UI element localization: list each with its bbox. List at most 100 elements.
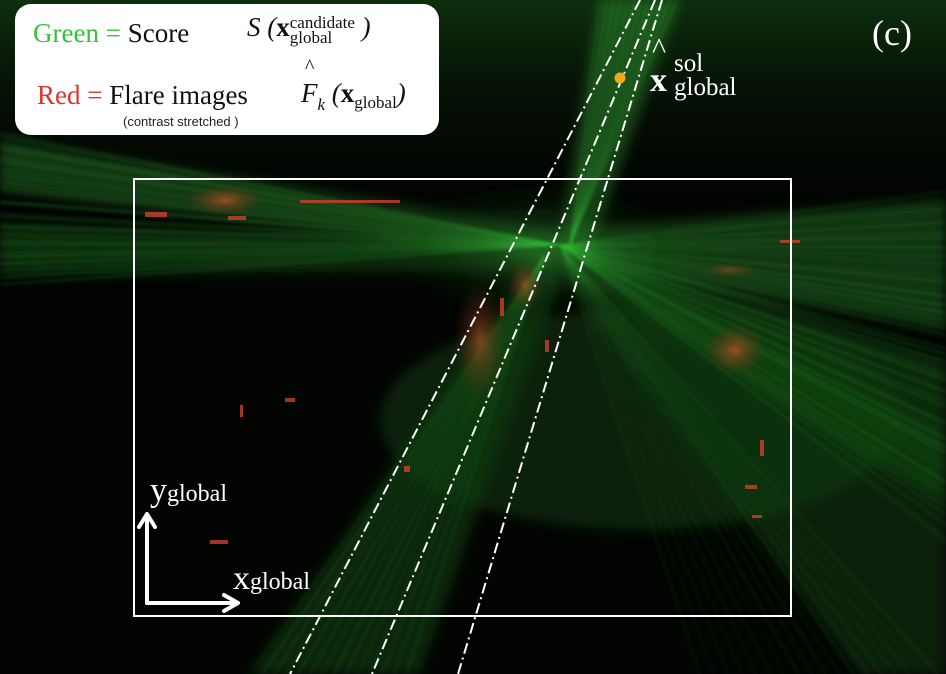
red-formula-sub2: global [354, 93, 397, 112]
score-ray [569, 0, 664, 246]
score-ray [559, 244, 946, 393]
red-formula-x: x [340, 78, 355, 108]
legend-red-formula: ^ Fk (xglobal) [301, 56, 406, 114]
score-ray [0, 244, 561, 253]
score-ray [0, 132, 561, 246]
score-ray [0, 244, 561, 265]
score-ray [559, 244, 799, 674]
score-ray [569, 0, 678, 246]
score-ray [559, 244, 855, 674]
score-ray [559, 244, 946, 526]
score-ray [0, 181, 561, 246]
score-ray [0, 244, 561, 272]
score-ray [559, 244, 946, 265]
score-ray [559, 244, 743, 674]
solution-symbol: x [650, 62, 667, 99]
score-ray [569, 0, 643, 246]
legend-red-word: Red [37, 80, 81, 110]
score-ray [0, 244, 561, 286]
score-ray [559, 244, 946, 376]
score-ray [559, 244, 946, 249]
score-ray [559, 244, 897, 674]
score-ray [559, 244, 939, 674]
legend-box: Green = Score S (xcandidate global ) Red … [15, 4, 439, 135]
score-ray [569, 0, 657, 246]
green-formula-sub: global [289, 27, 333, 47]
legend-green-row: Green = Score [33, 18, 189, 49]
score-ray [559, 233, 946, 246]
score-ray [345, 254, 546, 674]
legend-green-text: Score [127, 18, 190, 48]
score-ray [569, 0, 608, 246]
score-ray [559, 244, 946, 355]
score-ray [559, 244, 946, 322]
score-ray [559, 244, 946, 381]
score-ray [0, 186, 561, 246]
panel-label: (c) [872, 13, 912, 53]
red-formula-close: ) [396, 78, 406, 108]
score-ray [559, 190, 946, 246]
x-axis-symbol: x [233, 560, 250, 597]
score-ray [569, 0, 650, 246]
score-ray [559, 244, 946, 314]
solution-hat: ^ [652, 32, 667, 65]
legend-red-text: Flare images [109, 80, 248, 110]
legend-green-word: Green [33, 18, 99, 48]
score-ray [0, 234, 561, 246]
legend-green-equals: = [105, 18, 121, 48]
score-ray [559, 244, 946, 307]
score-ray [569, 0, 622, 246]
score-ray [559, 207, 946, 246]
score-ray [559, 244, 701, 674]
solution-sup: sol [674, 50, 704, 77]
red-formula-symbol-wrap: ^ F [301, 56, 318, 109]
red-formula-sub: k [317, 95, 326, 114]
score-ray [0, 190, 561, 246]
score-ray [559, 244, 946, 501]
global-frame [133, 178, 792, 617]
score-ray [0, 244, 561, 279]
score-ray [559, 244, 925, 674]
score-ray [0, 169, 561, 246]
score-ray [405, 254, 546, 674]
score-ray [559, 244, 946, 278]
y-axis-symbol: y [150, 472, 167, 509]
score-ray [0, 240, 561, 246]
score-ray [559, 244, 729, 674]
score-ray [0, 226, 561, 246]
score-ray [559, 244, 946, 516]
score-ray [559, 244, 841, 674]
score-ray [559, 244, 946, 508]
x-axis-label: xglobal [233, 560, 310, 598]
score-ray [559, 244, 946, 350]
legend-red-equals: = [87, 80, 103, 110]
score-ray [321, 254, 546, 674]
score-ray [559, 244, 946, 283]
score-ray [559, 237, 946, 246]
score-ray [569, 0, 671, 246]
score-ray [0, 136, 561, 246]
y-axis-label: yglobal [150, 472, 227, 510]
candidate-lines [289, 0, 663, 674]
green-formula-x: x [276, 12, 290, 42]
score-ray [569, 0, 601, 246]
legend-red-row: Red = Flare images [37, 80, 248, 111]
score-ray [559, 221, 946, 246]
score-ray [559, 244, 946, 337]
score-ray [569, 0, 615, 246]
score-ray [559, 244, 946, 408]
axes-arrows [137, 512, 240, 613]
legend-green-formula: S (xcandidate global ) [247, 12, 371, 47]
score-ray [0, 202, 561, 246]
score-ray [559, 244, 946, 329]
red-formula-open: ( [331, 78, 341, 108]
legend-note: (contrast stretched ) [123, 114, 239, 129]
score-ray [357, 254, 546, 674]
red-formula-symbol: F [301, 78, 318, 108]
score-ray [559, 244, 946, 543]
score-ray [0, 244, 561, 258]
score-ray [393, 254, 546, 674]
x-axis-sub: global [250, 569, 310, 595]
score-ray [559, 244, 946, 258]
